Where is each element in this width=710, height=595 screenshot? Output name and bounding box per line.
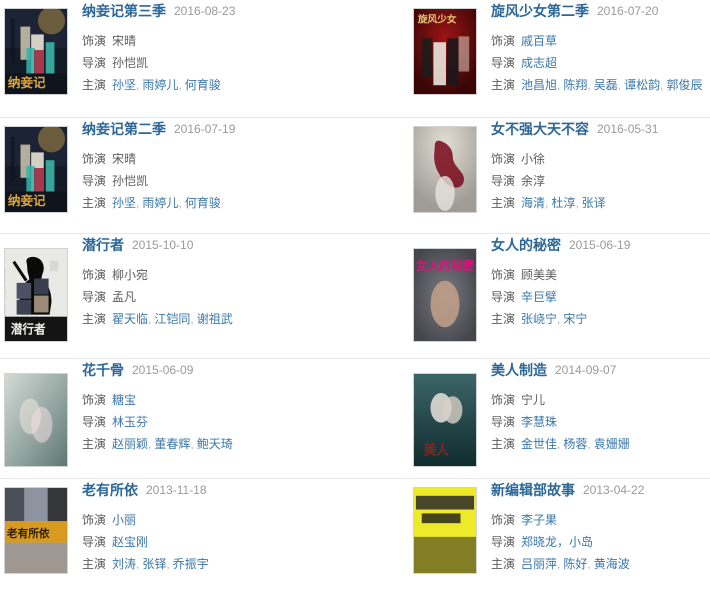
svg-text:女人的秘密: 女人的秘密 <box>416 258 474 274</box>
svg-text:纳妾记: 纳妾记 <box>8 193 46 208</box>
svg-text:旋风少女: 旋风少女 <box>417 13 457 26</box>
svg-text:美人: 美人 <box>424 441 450 458</box>
svg-text:纳妾记: 纳妾记 <box>8 75 46 90</box>
svg-text:潜行者: 潜行者 <box>11 321 46 337</box>
svg-text:THE STALKER: THE STALKER <box>5 268 7 319</box>
svg-text:老有所依: 老有所依 <box>6 527 50 540</box>
